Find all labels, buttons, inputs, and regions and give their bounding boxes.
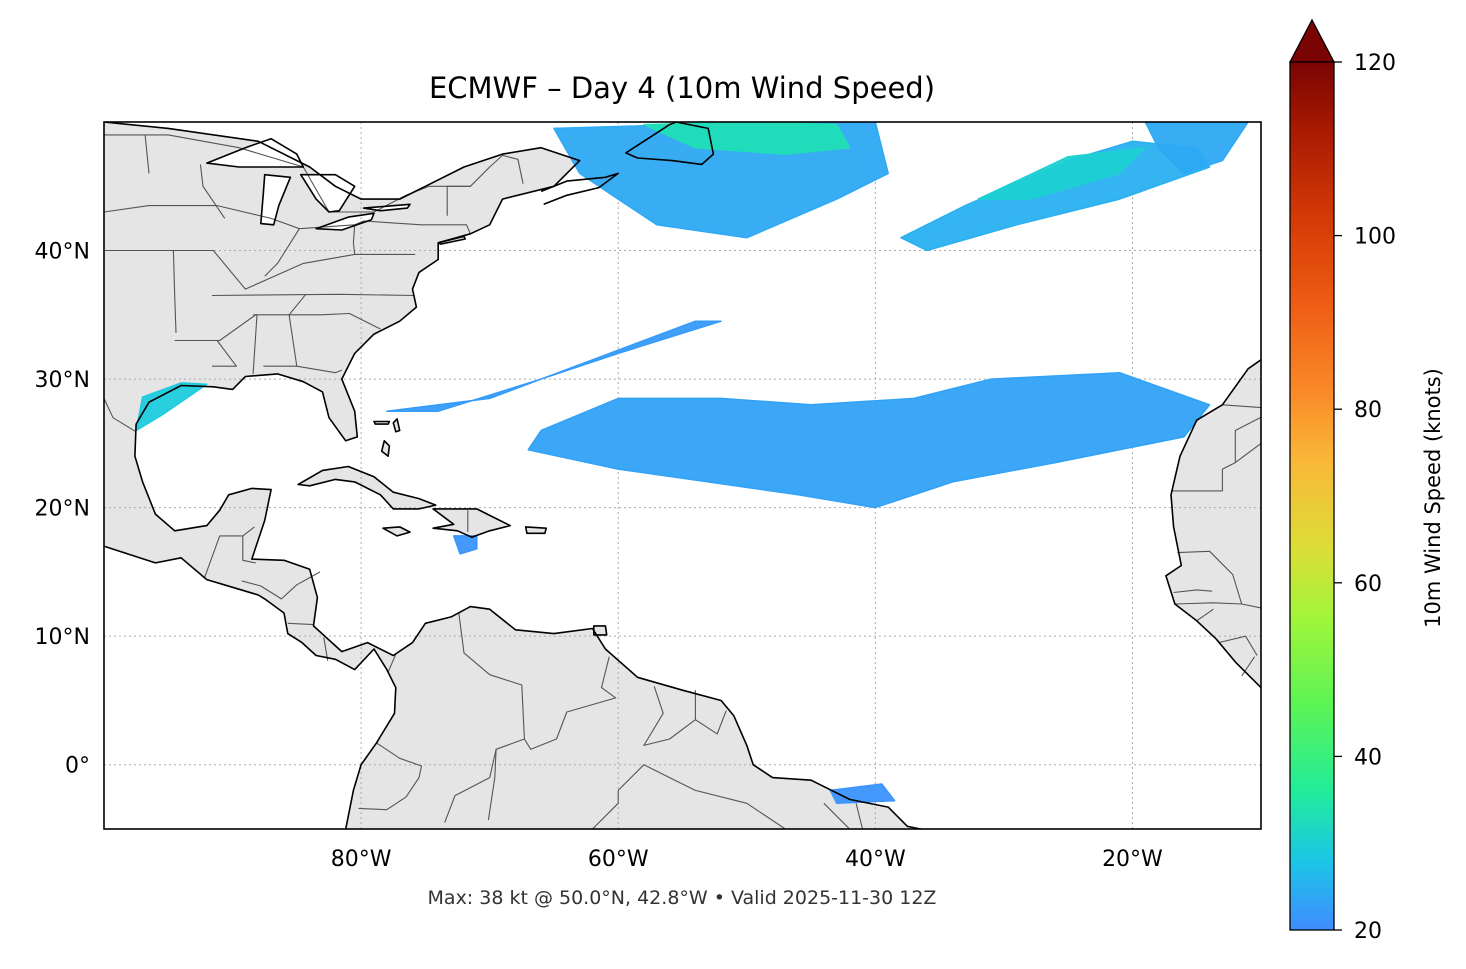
- border-us-states-11: [199, 164, 226, 219]
- border-panama-colombia: [387, 653, 397, 673]
- coast-nova-scotia: [540, 172, 620, 206]
- border-africa-5: [1196, 608, 1214, 622]
- border-us-states-6: [263, 365, 343, 374]
- border-us-states-8: [212, 340, 237, 367]
- border-us-states-15: [352, 224, 356, 255]
- border-mexico-guatemala: [203, 526, 255, 579]
- colorbar-tick-labels: 20 40 60 80 100 120: [1334, 51, 1396, 944]
- lon-tick-label: 80°W: [331, 847, 392, 872]
- longitude-tick-labels: 80°W 60°W 40°W 20°W: [331, 847, 1163, 872]
- latitude-tick-labels: 0° 10°N 20°N 30°N 40°N: [35, 240, 90, 779]
- coast-newfoundland: [625, 122, 715, 166]
- colorbar-gradient: [1289, 61, 1335, 931]
- colorbar: 20 40 60 80 100 120 10m Wind Speed (knots): [1288, 18, 1445, 944]
- coast-great-lakes-ontario: [362, 203, 411, 212]
- coast-puerto-rico: [524, 526, 548, 535]
- border-brazil-states-2: [823, 802, 850, 829]
- coast-great-lakes-erie: [315, 212, 375, 231]
- coast-jamaica: [382, 526, 411, 537]
- coastlines: [104, 122, 1261, 829]
- border-us-states-13: [446, 185, 471, 216]
- border-africa-9: [1234, 417, 1261, 464]
- lake-fill-great-lakes-erie: [316, 213, 374, 230]
- lat-tick-label: 20°N: [35, 497, 90, 522]
- border-sa-5: [358, 742, 423, 811]
- border-brazil-states: [617, 764, 786, 829]
- border-africa-8: [1241, 546, 1261, 609]
- border-us-states-10: [144, 134, 150, 174]
- coast-long-island: [437, 235, 467, 245]
- border-sa-4: [695, 710, 727, 735]
- colorbar-label: 10m Wind Speed (knots): [1421, 368, 1445, 628]
- wind-region-azores-band: [1144, 122, 1249, 175]
- coast-abaco: [392, 418, 401, 433]
- coast-pacific-central-america: [104, 545, 397, 829]
- land-fill-trinidad: [593, 625, 607, 635]
- border-us-states-1: [104, 249, 416, 290]
- colorbar-tick-label: 40: [1354, 745, 1382, 770]
- coast-great-lakes-michigan: [259, 173, 292, 226]
- border-us-states-4: [252, 314, 258, 374]
- wind-region-north-atlantic-jet-east-core: [977, 146, 1147, 200]
- border-central-america-2: [241, 571, 321, 600]
- lat-tick-label: 30°N: [35, 368, 90, 393]
- border-africa-3: [1174, 550, 1243, 605]
- lon-tick-label: 40°W: [845, 847, 906, 872]
- border-central-america-1: [242, 535, 256, 564]
- border-africa-2: [1222, 404, 1261, 409]
- map-title: ECMWF – Day 4 (10m Wind Speed): [429, 71, 935, 105]
- lat-tick-label: 0°: [65, 754, 90, 779]
- wind-region-north-atlantic-jet-core: [643, 122, 851, 155]
- lon-tick-label: 60°W: [588, 847, 649, 872]
- colorbar-tick-label: 20: [1354, 919, 1382, 944]
- colorbar-tick-label: 120: [1354, 51, 1396, 76]
- coast-hispaniola: [432, 508, 512, 539]
- coast-cuba: [297, 465, 437, 510]
- border-us-mexico: [104, 398, 137, 433]
- coast-grand-bahama: [373, 420, 391, 425]
- border-us-states-12: [354, 220, 471, 235]
- colorbar-tick-label: 60: [1354, 572, 1382, 597]
- border-africa-4: [1173, 589, 1213, 594]
- land-africa-land: [1165, 359, 1261, 688]
- border-sa-1: [458, 612, 525, 821]
- border-us-states-5: [288, 293, 307, 367]
- map-footer-max-valid: Max: 38 kt @ 50.0°N, 42.8°W • Valid 2025…: [428, 887, 937, 909]
- coast-trinidad: [592, 625, 608, 636]
- map-frame: [103, 121, 1262, 830]
- coast-andros: [380, 439, 391, 458]
- border-brazil-states-3: [592, 790, 619, 829]
- border-africa-6: [1218, 635, 1258, 656]
- wind-region-gulf-texas: [135, 382, 208, 432]
- lat-tick-label: 40°N: [35, 240, 90, 265]
- wind-region-trade-wind-band: [527, 371, 1211, 509]
- colorbar-tick-label: 80: [1354, 398, 1382, 423]
- land-north-america-land: [104, 122, 921, 829]
- colorbar-extend-max-arrow: [1288, 18, 1336, 63]
- border-sa-6: [444, 749, 497, 823]
- border-sa-2: [523, 656, 617, 750]
- colorbar-tick-label: 100: [1354, 225, 1396, 250]
- border-us-states-9: [104, 205, 355, 230]
- border-sa-3: [643, 686, 696, 746]
- border-central-america-3: [287, 622, 314, 626]
- border-us-states-14: [264, 228, 300, 277]
- border-africa-7: [1241, 656, 1256, 677]
- border-central-america-4: [323, 637, 329, 661]
- border-us-states-2: [211, 293, 414, 297]
- lake-fill-great-lakes-huron: [300, 174, 355, 212]
- wind-region-streak-band: [386, 320, 722, 412]
- border-africa-1: [1171, 416, 1261, 492]
- coast-great-lakes-huron: [299, 173, 356, 213]
- wind-speed-field: [135, 122, 1249, 805]
- lat-tick-label: 10°N: [35, 625, 90, 650]
- lon-tick-label: 20°W: [1102, 847, 1163, 872]
- border-brazil-states-4: [855, 803, 864, 829]
- border-us-states-3: [174, 312, 381, 342]
- lake-fill-great-lakes-michigan: [260, 174, 291, 225]
- coast-africa: [1165, 359, 1261, 689]
- coast-great-lakes-superior: [206, 137, 305, 168]
- border-us-states-7: [158, 249, 177, 333]
